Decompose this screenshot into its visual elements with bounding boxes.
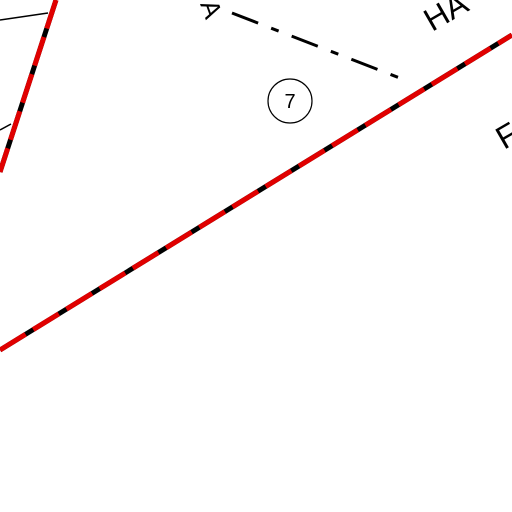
parcel-number: 7 <box>284 91 295 113</box>
parcel-circle <box>267 78 313 124</box>
boundary-line <box>0 12 49 21</box>
boundary-line <box>0 123 12 131</box>
road-red-dash <box>0 32 512 353</box>
road-red-dash <box>0 0 59 173</box>
